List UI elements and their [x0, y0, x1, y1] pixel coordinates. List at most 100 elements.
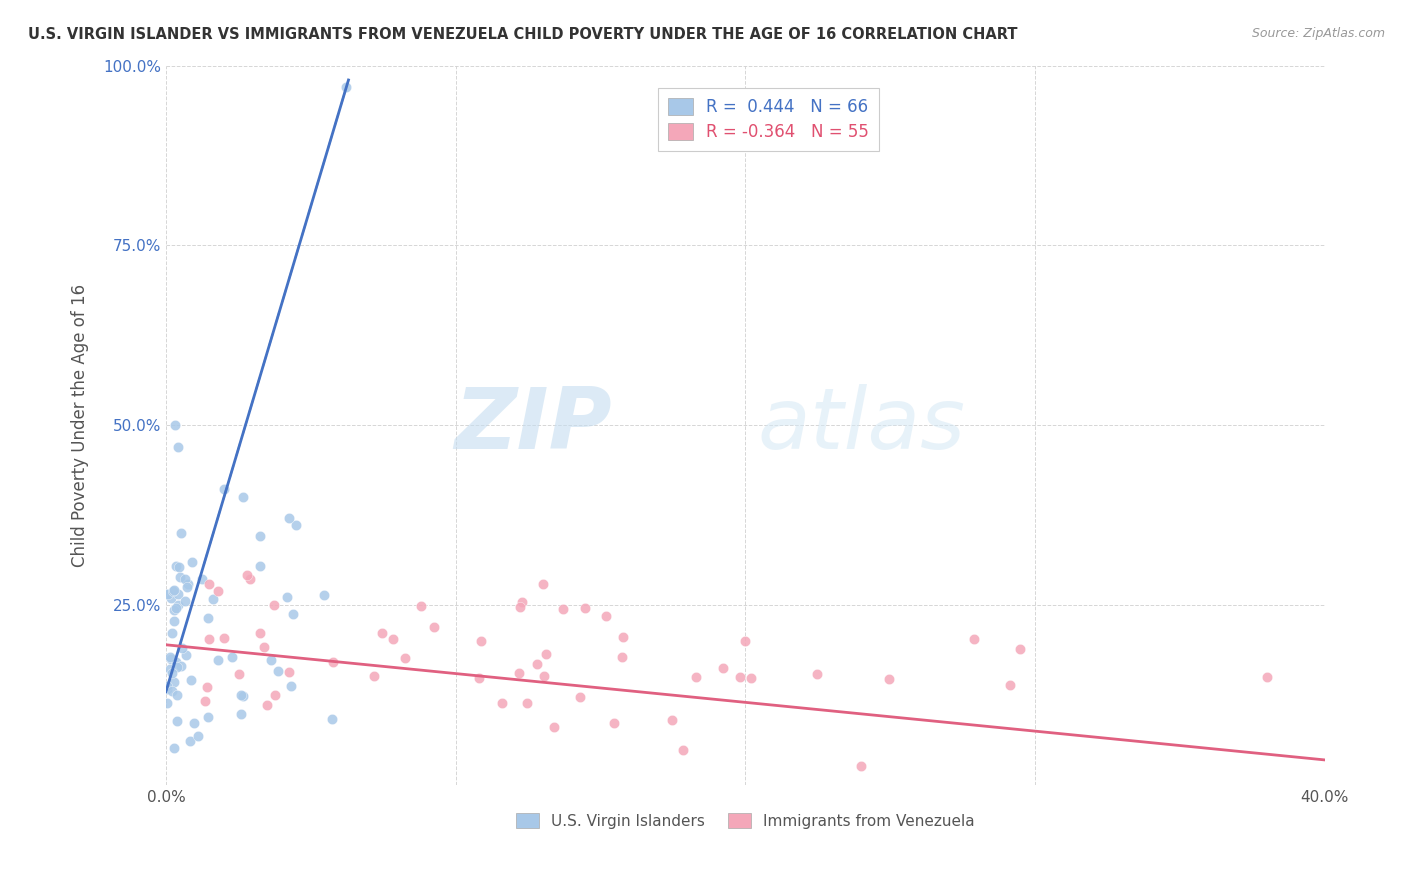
Point — [322, 655, 344, 669]
Point — [163, 614, 186, 628]
Point — [685, 670, 707, 684]
Point — [156, 679, 179, 693]
Point — [167, 559, 190, 574]
Text: atlas: atlas — [758, 384, 965, 467]
Point — [181, 555, 204, 569]
Legend: U.S. Virgin Islanders, Immigrants from Venezuela: U.S. Virgin Islanders, Immigrants from V… — [510, 807, 981, 835]
Point — [423, 620, 446, 634]
Point — [381, 632, 404, 647]
Point — [510, 595, 533, 609]
Point — [553, 601, 575, 615]
Point — [160, 652, 183, 666]
Point — [165, 558, 187, 573]
Y-axis label: Child Poverty Under the Age of 16: Child Poverty Under the Age of 16 — [72, 284, 89, 567]
Point — [371, 626, 394, 640]
Point — [806, 667, 828, 681]
Point — [574, 600, 596, 615]
Point — [212, 482, 235, 496]
Point — [157, 586, 180, 600]
Point — [198, 576, 221, 591]
Point — [516, 696, 538, 710]
Point — [174, 572, 197, 586]
Point — [321, 712, 343, 726]
Point — [160, 625, 183, 640]
Point — [179, 734, 201, 748]
Point — [170, 525, 193, 540]
Point — [194, 694, 217, 708]
Point — [285, 517, 308, 532]
Point — [159, 591, 181, 605]
Point — [167, 598, 190, 612]
Point — [277, 511, 299, 525]
Point — [231, 706, 253, 721]
Point — [197, 611, 219, 625]
Point — [155, 587, 177, 601]
Point — [207, 652, 229, 666]
Point — [156, 697, 179, 711]
Point — [879, 672, 901, 686]
Point — [201, 591, 224, 606]
Point — [534, 647, 557, 661]
Point — [197, 710, 219, 724]
Point — [221, 650, 243, 665]
Point — [963, 632, 986, 647]
Text: Source: ZipAtlas.com: Source: ZipAtlas.com — [1251, 27, 1385, 40]
Point — [711, 661, 734, 675]
Point — [1008, 642, 1031, 657]
Point — [526, 657, 548, 671]
Point — [159, 661, 181, 675]
Point — [231, 688, 253, 702]
Point — [394, 650, 416, 665]
Point — [176, 580, 198, 594]
Point — [1256, 670, 1278, 684]
Text: ZIP: ZIP — [454, 384, 612, 467]
Point — [263, 598, 285, 612]
Point — [166, 689, 188, 703]
Point — [228, 667, 250, 681]
Point — [162, 584, 184, 599]
Point — [672, 743, 695, 757]
Point — [249, 559, 271, 574]
Point — [491, 696, 513, 710]
Point — [166, 587, 188, 601]
Point — [661, 713, 683, 727]
Point — [177, 577, 200, 591]
Point — [267, 664, 290, 678]
Point — [195, 681, 218, 695]
Point — [162, 582, 184, 597]
Point — [363, 669, 385, 683]
Point — [612, 649, 634, 664]
Point — [409, 599, 432, 613]
Point — [187, 729, 209, 743]
Point — [468, 671, 491, 685]
Point — [249, 529, 271, 543]
Point — [603, 716, 626, 731]
Point — [169, 570, 191, 584]
Point — [508, 666, 530, 681]
Point — [183, 715, 205, 730]
Point — [276, 591, 298, 605]
Point — [249, 626, 271, 640]
Point — [531, 576, 554, 591]
Point — [166, 440, 188, 454]
Point — [312, 588, 335, 602]
Point — [166, 600, 188, 615]
Point — [734, 634, 756, 648]
Point — [260, 653, 283, 667]
Point — [239, 572, 262, 586]
Point — [543, 720, 565, 734]
Point — [166, 714, 188, 728]
Point — [509, 600, 531, 615]
Point — [335, 80, 357, 95]
Point — [165, 655, 187, 669]
Point — [198, 632, 221, 647]
Point — [212, 632, 235, 646]
Point — [232, 689, 254, 703]
Point — [730, 670, 752, 684]
Point — [170, 640, 193, 655]
Point — [156, 682, 179, 697]
Point — [166, 660, 188, 674]
Point — [232, 490, 254, 504]
Point — [253, 640, 276, 655]
Point — [163, 418, 186, 433]
